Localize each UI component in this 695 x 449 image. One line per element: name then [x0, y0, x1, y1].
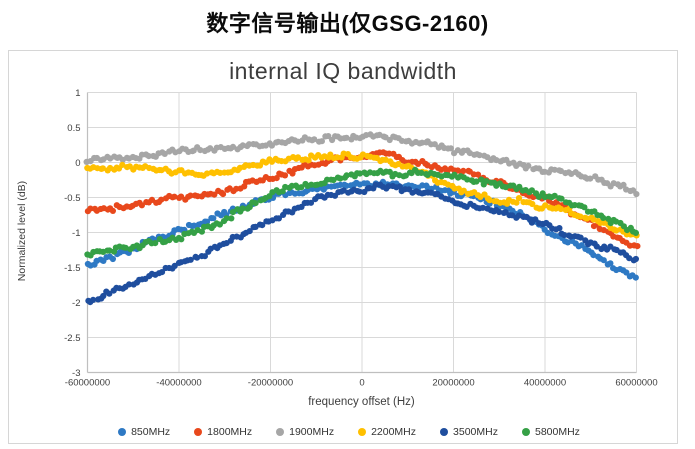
series-2200mhz — [84, 150, 640, 239]
x-tick-label: 40000000 — [524, 378, 566, 389]
legend-item-850mhz: 850MHz — [118, 426, 170, 438]
series-3500mhz — [85, 181, 640, 306]
y-tick-label: 0.5 — [67, 123, 80, 134]
chart-panel: internal IQ bandwidth 1 0.5 0 -0.5 -1 -1.5 -2 -… — [8, 50, 678, 444]
y-tick-label: -3 — [72, 368, 80, 379]
x-tick-label: -60000000 — [65, 378, 110, 389]
legend-marker-1800mhz — [194, 428, 203, 436]
legend-item-2200mhz: 2200MHz — [358, 426, 416, 438]
legend-label-1900mhz: 1900MHz — [289, 426, 335, 438]
y-tick-label: -2 — [72, 298, 80, 309]
legend-label-5800mhz: 5800MHz — [534, 426, 580, 438]
y-tick-label: 1 — [75, 88, 80, 99]
legend-label-1800mhz: 1800MHz — [207, 426, 253, 438]
y-tick-label: -1.5 — [64, 263, 80, 274]
legend-marker-3500mhz — [440, 428, 449, 436]
y-tick-label: -2.5 — [64, 333, 80, 344]
x-tick-label: 20000000 — [432, 378, 474, 389]
legend-item-1800mhz: 1800MHz — [194, 426, 252, 438]
legend-label-2200mhz: 2200MHz — [371, 426, 417, 438]
y-axis-title: Normalized level (dB) — [16, 180, 28, 282]
legend: 850MHz 1800MHz 1900MHz 2200MHz 3500MHz 5800MH… — [49, 423, 649, 441]
series-5800mhz — [84, 166, 640, 259]
legend-label-850mhz: 850MHz — [131, 426, 171, 438]
legend-marker-1900mhz — [276, 428, 285, 436]
y-tick-labels: 1 0.5 0 -0.5 -1 -1.5 -2 -2.5 -3 — [64, 88, 80, 379]
legend-item-3500mhz: 3500MHz — [440, 426, 498, 438]
y-tick-label: 0 — [75, 158, 80, 169]
x-tick-label: 60000000 — [615, 378, 657, 389]
legend-marker-5800mhz — [521, 428, 530, 436]
x-tick-labels: -60000000 -40000000 -20000000 0 20000000 4000… — [65, 378, 658, 389]
legend-marker-850mhz — [118, 428, 127, 436]
legend-item-1900mhz: 1900MHz — [276, 426, 334, 438]
legend-label-3500mhz: 3500MHz — [453, 426, 498, 438]
x-tick-label: 0 — [359, 378, 364, 389]
legend-marker-2200mhz — [358, 428, 367, 436]
x-tick-label: -20000000 — [248, 378, 293, 389]
x-tick-label: -40000000 — [156, 378, 201, 389]
y-tick-label: -0.5 — [64, 193, 80, 204]
page-title: 数字信号输出(仅GSG-2160) — [206, 11, 489, 36]
legend-item-5800mhz: 5800MHz — [521, 426, 580, 438]
y-tick-label: -1 — [72, 228, 80, 239]
series-1900mhz — [83, 131, 640, 198]
chart-title: internal IQ bandwidth — [229, 58, 457, 84]
x-axis-title: frequency offset (Hz) — [308, 396, 415, 408]
plot-area: 1 0.5 0 -0.5 -1 -1.5 -2 -2.5 -3-60000000 -4000000… — [64, 88, 658, 389]
